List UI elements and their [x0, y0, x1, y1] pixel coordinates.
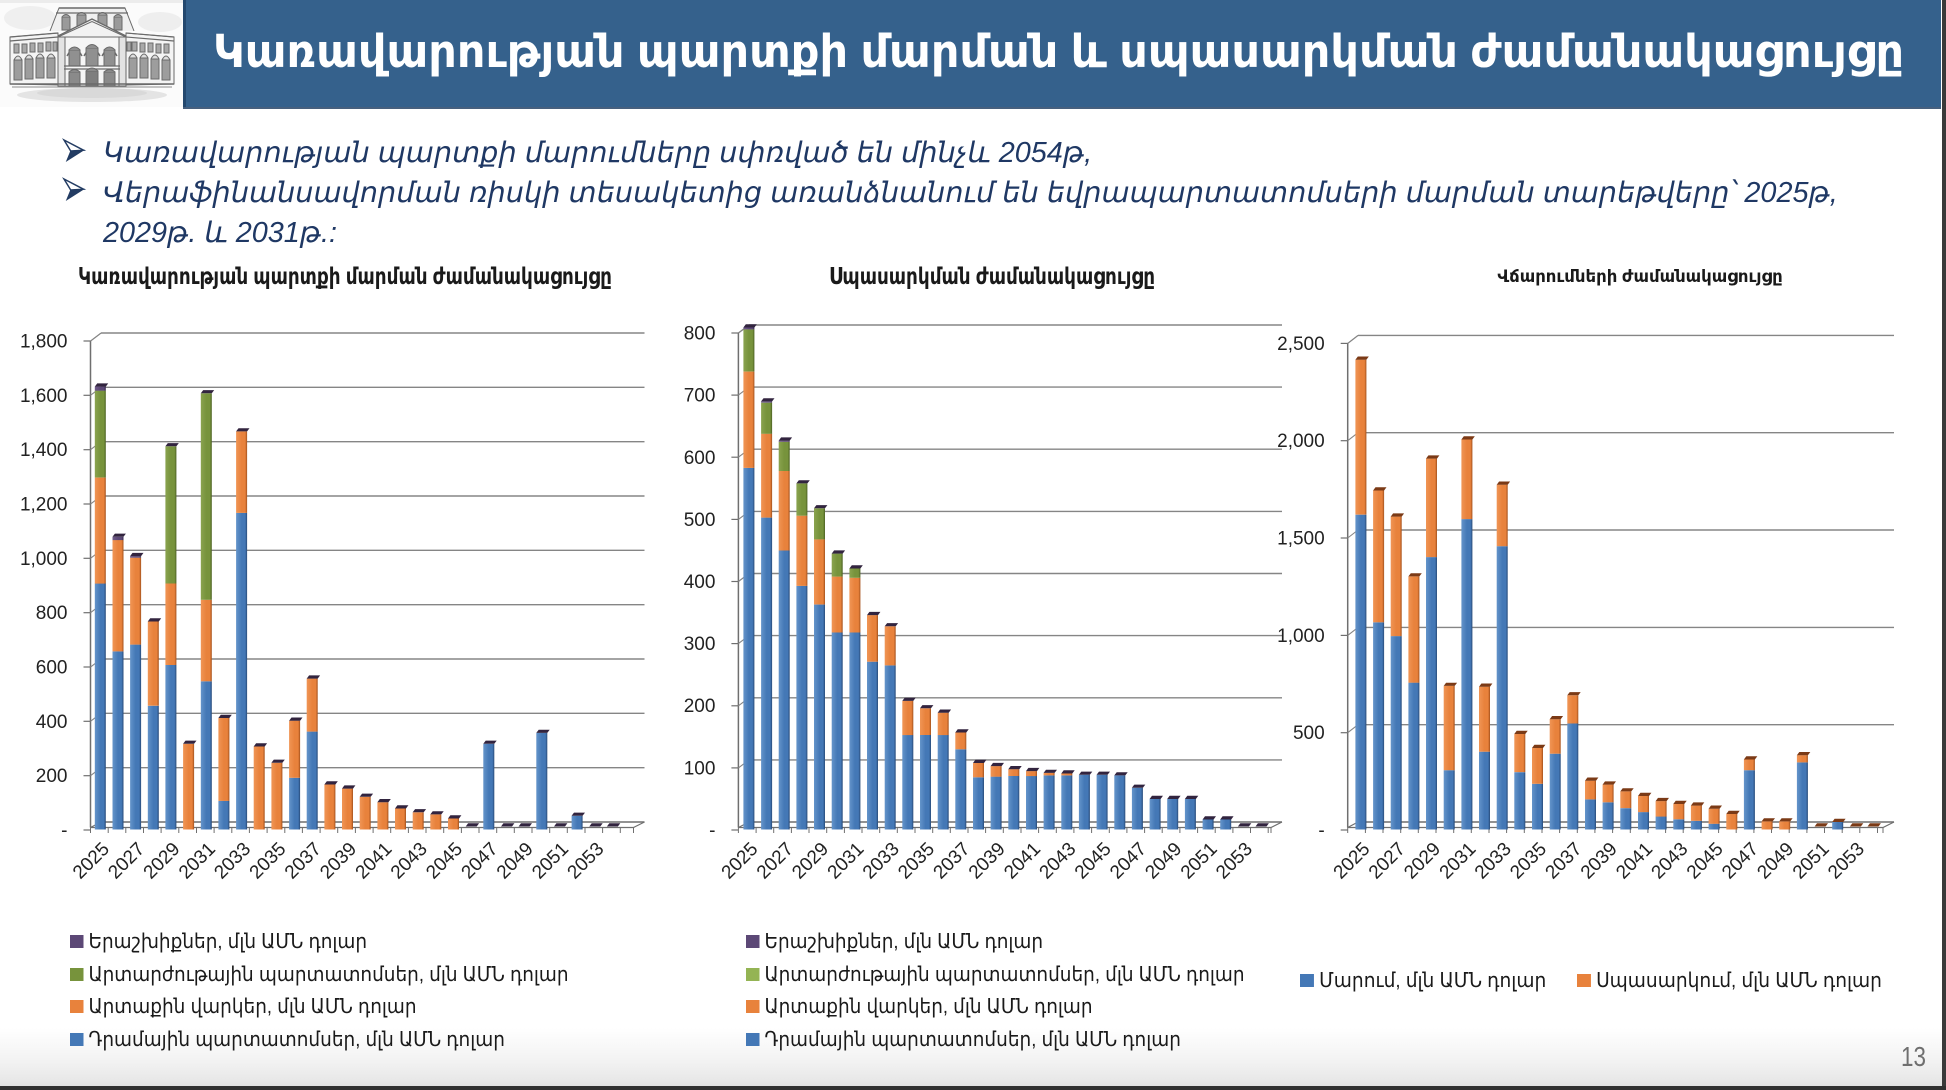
svg-text:2029: 2029	[788, 839, 833, 884]
svg-text:2031: 2031	[175, 839, 220, 884]
svg-text:200: 200	[36, 766, 68, 787]
svg-text:2037: 2037	[281, 839, 326, 884]
svg-text:2053: 2053	[564, 839, 609, 884]
svg-text:300: 300	[684, 634, 716, 655]
svg-text:2,000: 2,000	[1277, 431, 1325, 452]
svg-text:2033: 2033	[859, 839, 904, 884]
svg-text:2047: 2047	[1106, 839, 1151, 884]
svg-text:200: 200	[684, 696, 716, 717]
svg-text:2051: 2051	[1177, 839, 1222, 884]
svg-text:1,200: 1,200	[20, 495, 68, 516]
svg-text:600: 600	[36, 658, 68, 679]
svg-text:2037: 2037	[930, 839, 975, 884]
svg-text:2035: 2035	[894, 839, 939, 884]
svg-text:500: 500	[1293, 723, 1325, 744]
svg-text:1,000: 1,000	[1277, 626, 1325, 647]
svg-text:2029: 2029	[1400, 839, 1445, 884]
svg-text:2039: 2039	[316, 839, 361, 884]
svg-text:2047: 2047	[458, 839, 503, 884]
svg-text:2041: 2041	[1000, 839, 1045, 884]
svg-text:2045: 2045	[1683, 839, 1728, 884]
svg-text:700: 700	[684, 386, 716, 407]
svg-text:2035: 2035	[1506, 839, 1551, 884]
svg-text:2033: 2033	[210, 839, 255, 884]
svg-text:600: 600	[684, 448, 716, 469]
svg-text:2049: 2049	[1141, 839, 1186, 884]
svg-text:-: -	[61, 821, 67, 842]
svg-text:2043: 2043	[387, 839, 432, 884]
svg-text:2039: 2039	[965, 839, 1010, 884]
svg-text:1,600: 1,600	[20, 386, 68, 407]
svg-text:2049: 2049	[493, 839, 538, 884]
svg-text:2041: 2041	[352, 839, 397, 884]
svg-text:2045: 2045	[422, 839, 467, 884]
svg-text:2051: 2051	[1789, 839, 1834, 884]
svg-text:2035: 2035	[246, 839, 291, 884]
svg-text:2047: 2047	[1718, 839, 1763, 884]
svg-text:-: -	[709, 821, 715, 842]
svg-text:2025: 2025	[69, 839, 114, 884]
svg-text:1,800: 1,800	[20, 332, 68, 353]
svg-text:800: 800	[684, 324, 716, 345]
svg-text:400: 400	[36, 712, 68, 733]
svg-text:2029: 2029	[140, 839, 185, 884]
svg-text:2037: 2037	[1542, 839, 1587, 884]
svg-text:2053: 2053	[1212, 839, 1257, 884]
svg-text:2033: 2033	[1471, 839, 1516, 884]
svg-text:2049: 2049	[1753, 839, 1798, 884]
svg-text:2051: 2051	[528, 839, 573, 884]
svg-text:2031: 2031	[824, 839, 869, 884]
svg-text:2027: 2027	[1365, 839, 1410, 884]
svg-text:500: 500	[684, 510, 716, 531]
svg-text:2,500: 2,500	[1277, 334, 1325, 355]
svg-text:2031: 2031	[1436, 839, 1481, 884]
svg-text:1,500: 1,500	[1277, 529, 1325, 550]
svg-text:400: 400	[684, 572, 716, 593]
svg-text:2041: 2041	[1612, 839, 1657, 884]
svg-text:2027: 2027	[104, 839, 149, 884]
svg-text:1,000: 1,000	[20, 549, 68, 570]
svg-text:800: 800	[36, 603, 68, 624]
svg-text:-: -	[1318, 821, 1324, 842]
svg-text:2053: 2053	[1824, 839, 1869, 884]
svg-text:2043: 2043	[1036, 839, 1081, 884]
svg-text:2025: 2025	[1330, 839, 1375, 884]
svg-text:2039: 2039	[1577, 839, 1622, 884]
svg-text:2027: 2027	[753, 839, 798, 884]
svg-text:100: 100	[684, 758, 716, 779]
svg-text:2045: 2045	[1071, 839, 1116, 884]
svg-text:1,400: 1,400	[20, 440, 68, 461]
svg-text:2043: 2043	[1648, 839, 1693, 884]
svg-text:2025: 2025	[718, 839, 763, 884]
